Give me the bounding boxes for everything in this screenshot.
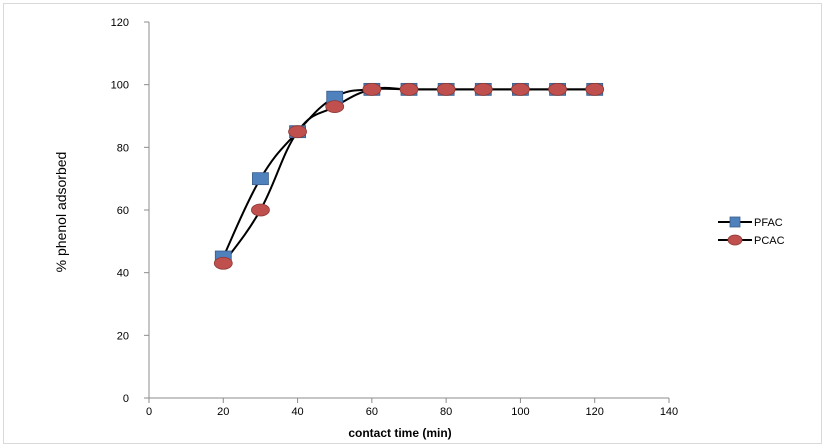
series-layer bbox=[213, 82, 605, 270]
legend-item-pcac: PCAC bbox=[718, 234, 785, 247]
y-tick-label: 100 bbox=[111, 80, 129, 92]
data-point-pfac bbox=[252, 172, 269, 186]
y-tick-label: 40 bbox=[117, 268, 129, 280]
y-axis-label: % phenol adsorbed bbox=[53, 152, 69, 273]
series-line-pfac bbox=[222, 87, 595, 258]
legend: PFAC PCAC bbox=[718, 216, 785, 247]
y-tick-label: 120 bbox=[111, 17, 129, 29]
legend-item-pfac: PFAC bbox=[718, 216, 783, 229]
x-tick-label: 60 bbox=[366, 406, 378, 418]
x-tick-label: 140 bbox=[660, 406, 678, 418]
data-point-pcac bbox=[511, 82, 530, 96]
y-tick-label: 0 bbox=[123, 393, 129, 405]
data-point-pcac bbox=[436, 82, 456, 96]
x-tick-label: 40 bbox=[291, 406, 303, 418]
data-point-pcac bbox=[251, 203, 270, 217]
x-tick-label: 0 bbox=[146, 406, 152, 418]
data-point-pcac bbox=[288, 125, 307, 139]
y-tick-label: 20 bbox=[117, 330, 129, 342]
data-point-pcac bbox=[213, 256, 233, 270]
axes: 0 20 40 60 80 100 120 0 20 40 60 80 100 120 140 bbox=[111, 17, 679, 418]
series-line-pcac bbox=[222, 86, 595, 264]
series-pfac bbox=[222, 87, 595, 258]
legend-label: PCAC bbox=[754, 235, 785, 247]
legend-marker-circle bbox=[727, 234, 743, 246]
data-point-pcac bbox=[473, 82, 493, 96]
x-tick-label: 20 bbox=[217, 406, 229, 418]
x-tick-label: 120 bbox=[586, 406, 604, 418]
chart-frame bbox=[3, 3, 822, 444]
x-axis-label: contact time (min) bbox=[348, 426, 451, 440]
data-point-pcac bbox=[325, 100, 345, 113]
markers-pcac bbox=[213, 82, 605, 270]
x-tick-label: 80 bbox=[440, 406, 452, 418]
data-point-pcac bbox=[362, 82, 382, 96]
data-point-pcac bbox=[585, 82, 605, 96]
series-pcac bbox=[222, 86, 595, 264]
y-tick-label: 60 bbox=[117, 205, 129, 217]
x-tick-label: 100 bbox=[511, 406, 529, 418]
data-point-pcac bbox=[548, 82, 567, 96]
data-point-pcac bbox=[399, 82, 419, 96]
markers-pfac bbox=[214, 82, 604, 264]
legend-marker-square bbox=[729, 216, 741, 228]
y-tick-label: 80 bbox=[117, 142, 129, 154]
legend-label: PFAC bbox=[754, 217, 783, 229]
